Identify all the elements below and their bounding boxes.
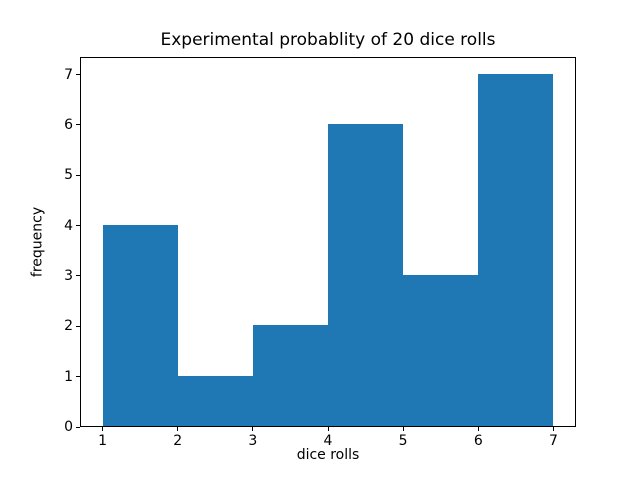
- x-tick-label: 4: [323, 433, 333, 449]
- y-tick-label: 6: [64, 116, 73, 133]
- x-tick-mark: [402, 427, 404, 431]
- x-tick-mark: [177, 427, 179, 431]
- y-tick-mark: [76, 275, 80, 277]
- histogram-bar: [252, 325, 328, 426]
- y-tick-mark: [76, 174, 80, 176]
- y-tick-mark: [76, 426, 80, 428]
- x-tick-label: 7: [548, 433, 558, 449]
- histogram-bar: [328, 123, 404, 426]
- histogram-bar: [177, 375, 253, 426]
- y-tick-mark: [76, 225, 80, 227]
- y-tick-label: 3: [64, 267, 73, 284]
- y-tick-label: 1: [64, 368, 73, 385]
- y-tick-label: 0: [64, 419, 73, 435]
- x-axis-label: dice rolls: [296, 447, 360, 463]
- x-tick-mark: [252, 427, 254, 431]
- y-tick-label: 4: [64, 217, 73, 234]
- x-tick-label: 3: [248, 433, 258, 449]
- histogram-bar: [403, 274, 479, 426]
- y-tick-mark: [76, 376, 80, 378]
- x-tick-label: 2: [173, 433, 183, 449]
- histogram-bar: [102, 224, 178, 426]
- histogram-bar: [478, 73, 554, 426]
- x-tick-label: 5: [398, 433, 408, 449]
- chart-title: Experimental probablity of 20 dice rolls: [160, 30, 496, 50]
- y-axis-label: frequency: [29, 206, 46, 278]
- y-tick-label: 7: [64, 66, 73, 83]
- y-tick-label: 2: [64, 318, 73, 335]
- x-tick-mark: [477, 427, 479, 431]
- y-tick-mark: [76, 325, 80, 327]
- x-tick-mark: [102, 427, 104, 431]
- plot-area: [80, 57, 576, 427]
- x-tick-mark: [327, 427, 329, 431]
- x-tick-mark: [552, 427, 554, 431]
- y-tick-mark: [76, 124, 80, 126]
- x-tick-label: 6: [473, 433, 483, 449]
- x-tick-label: 1: [98, 433, 107, 449]
- y-tick-label: 5: [64, 167, 73, 184]
- y-tick-mark: [76, 74, 80, 76]
